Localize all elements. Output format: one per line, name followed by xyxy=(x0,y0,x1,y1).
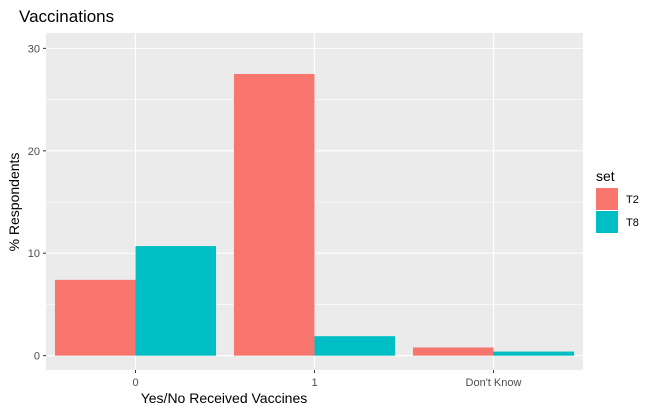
bar-T2-don-t-know xyxy=(412,347,494,356)
chart-title: Vaccinations xyxy=(19,7,114,26)
y-tick-label: 10 xyxy=(28,248,40,260)
legend-items: T2 T8 xyxy=(596,188,639,233)
bars xyxy=(54,73,575,356)
x-tick-label: Don't Know xyxy=(466,377,522,389)
legend-title: set xyxy=(596,168,615,184)
bar-T8-1 xyxy=(314,336,396,356)
legend-swatch-T2 xyxy=(596,188,618,210)
x-tick-label: 1 xyxy=(311,377,317,389)
x-tick-label: 0 xyxy=(132,377,138,389)
y-tick-label: 20 xyxy=(28,146,40,158)
bar-T2-1 xyxy=(233,73,315,356)
bar-T2-0 xyxy=(54,279,136,356)
legend-swatch-T8 xyxy=(596,211,618,233)
y-axis-label: % Respondents xyxy=(6,153,22,252)
y-tick-label: 0 xyxy=(34,351,40,363)
y-tick-label: 30 xyxy=(28,43,40,55)
legend-label-T8: T8 xyxy=(626,217,639,229)
y-axis: 0 10 20 30 xyxy=(28,43,46,363)
bar-T8-don-t-know xyxy=(493,351,575,356)
bar-T8-0 xyxy=(135,246,217,356)
x-axis-label: Yes/No Received Vaccines xyxy=(141,390,308,406)
legend-label-T2: T2 xyxy=(626,194,639,206)
legend: set T2 T8 xyxy=(596,168,639,233)
x-axis: 0 1 Don't Know xyxy=(132,370,522,389)
